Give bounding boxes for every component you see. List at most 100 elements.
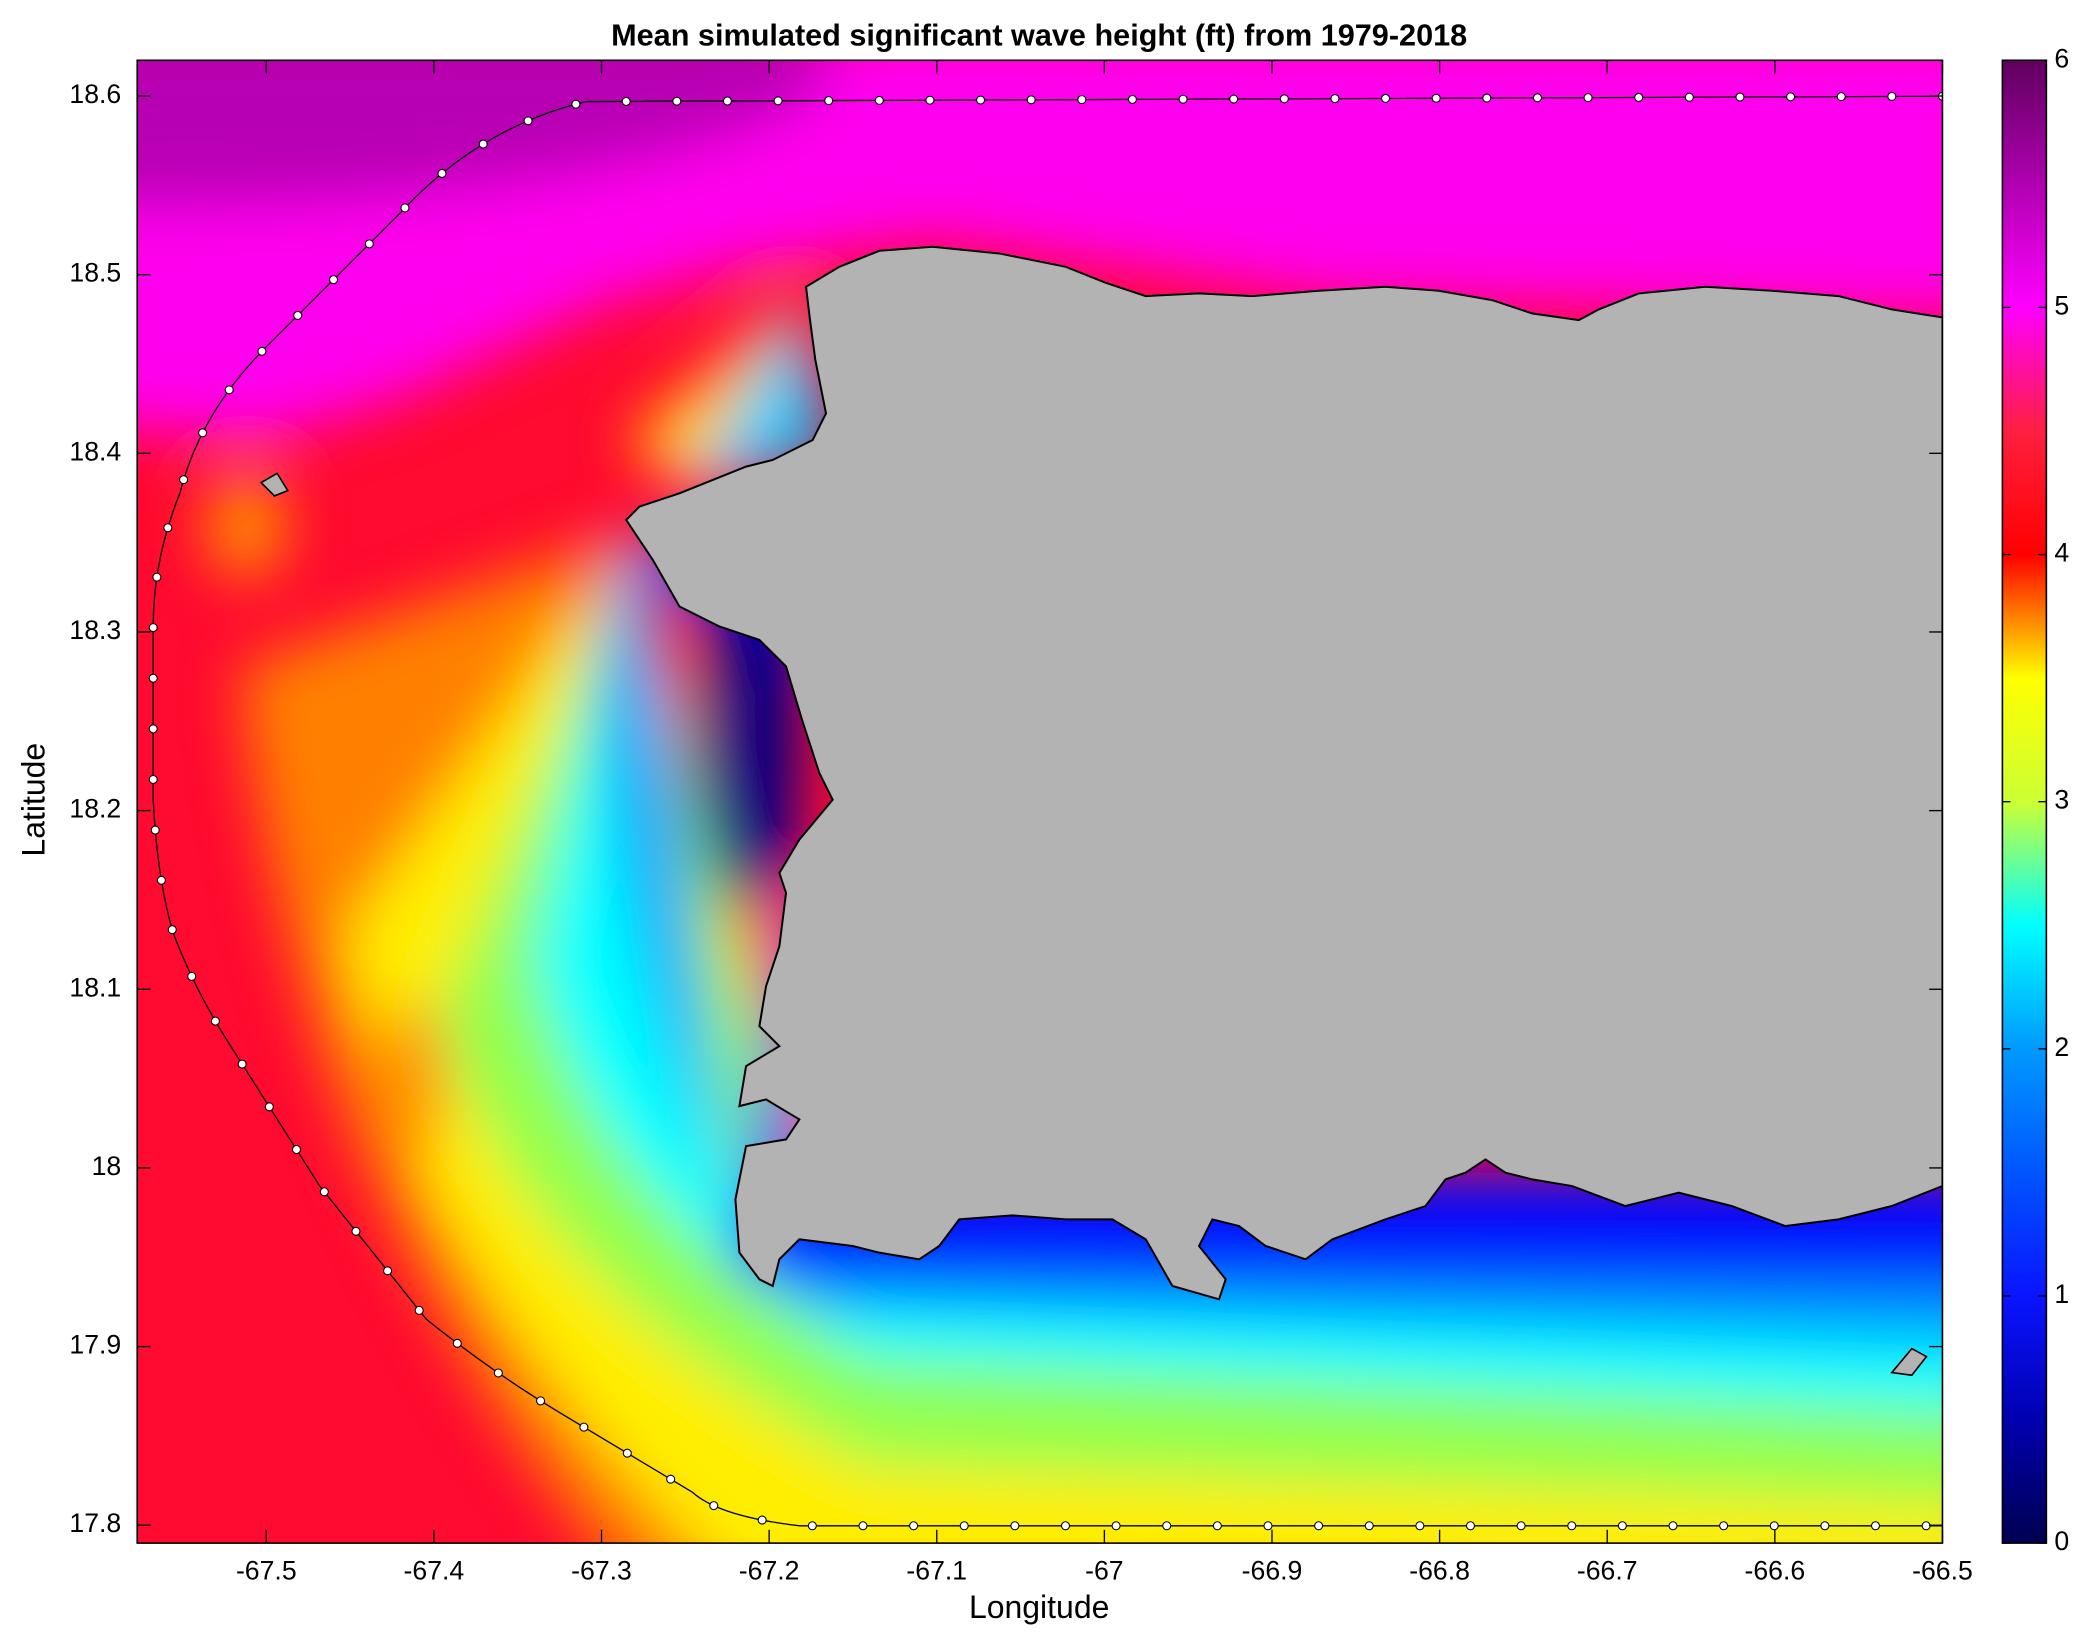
boundary-node [1212,1521,1222,1531]
boundary-node [1769,1521,1779,1531]
x-tick-label: -66.5 [1912,1555,1973,1585]
land [624,245,1943,1301]
boundary-node [1111,1521,1121,1531]
chart-title: Mean simulated significant wave height (… [611,19,1467,53]
boundary-node [150,825,160,835]
boundary-node [1415,1521,1425,1531]
boundary-node [1026,95,1036,105]
boundary-node [163,523,173,533]
boundary-node [224,385,234,395]
boundary-node [1010,1521,1020,1531]
boundary-node [1668,1521,1678,1531]
boundary-node [187,971,197,981]
boundary-node [621,96,631,106]
boundary-node [148,673,158,683]
boundary-node [773,96,783,106]
boundary-node [1263,1521,1273,1531]
x-tick-label: -67.4 [404,1555,465,1585]
y-tick-label: 17.9 [69,1330,121,1360]
boundary-node [1684,92,1694,102]
boundary-node [959,1521,969,1531]
boundary-node [1634,92,1644,102]
x-tick-label: -66.9 [1242,1555,1303,1585]
boundary-node [1887,91,1897,101]
y-tick-label: 18 [92,1151,122,1181]
boundary-node [1836,92,1846,102]
x-tick-label: -67.3 [571,1555,632,1585]
boundary-node [1532,93,1542,103]
boundary-node [328,275,339,285]
boundary-node [672,96,682,106]
colorbar-tick-label: 6 [2054,43,2069,73]
y-tick-label: 18.5 [69,258,121,288]
x-tick-label: -67.5 [236,1555,297,1585]
boundary-node [364,239,374,249]
boundary-node [257,346,267,356]
boundary-node [156,875,166,885]
boundary-node [1516,1521,1526,1531]
boundary-node [1330,94,1340,104]
boundary-node [579,1422,589,1432]
y-tick-label: 18.4 [69,436,121,466]
boundary-node [1431,93,1441,103]
boundary-node [858,1521,868,1531]
boundary-node [874,95,884,105]
x-tick-label: -67.1 [906,1555,967,1585]
boundary-node [452,1338,462,1348]
colorbar-tick-label: 2 [2054,1032,2069,1062]
boundary-node [1279,94,1289,104]
boundary-node [1077,95,1087,105]
boundary-node [148,724,158,734]
boundary-node [1482,93,1492,103]
x-tick-label: -66.7 [1577,1555,1638,1585]
boundary-node [757,1515,767,1525]
boundary-node [807,1521,817,1531]
boundary-node [1314,1521,1324,1531]
y-axis-label: Latitude [15,743,51,857]
boundary-node [1381,93,1391,103]
boundary-node [536,1396,546,1406]
boundary-node [1364,1521,1374,1531]
wave-field [137,60,1943,1544]
colorbar-tick-label: 5 [2054,290,2069,320]
boundary-node [1178,94,1188,104]
plot-frame [136,59,1944,1544]
y-tick-label: 18.2 [69,794,121,824]
boundary-node [1060,1521,1071,1531]
boundary-node [237,1059,247,1069]
x-tick-label: -67.2 [739,1555,800,1585]
boundary-node [152,572,162,582]
boundary-node [414,1305,424,1315]
colorbar-tick-label: 0 [2054,1526,2069,1556]
boundary-node [493,1368,503,1378]
boundary-node [319,1187,329,1197]
x-tick-label: -67 [1085,1555,1123,1585]
boundary-node [383,1266,393,1276]
boundary-node [478,139,488,149]
boundary-node [293,310,303,320]
boundary-node [925,95,935,105]
boundary-node [1567,1521,1577,1531]
boundary-node [210,1016,220,1026]
colorbar-tick-label: 1 [2054,1279,2069,1309]
boundary-node [523,116,533,126]
boundary-node [824,96,834,106]
boundary-node [1162,1521,1172,1531]
y-tick-label: 18.6 [69,79,121,109]
boundary-node [709,1501,719,1511]
colorbar-tick-label: 4 [2054,538,2069,568]
boundary-node [264,1102,274,1112]
boundary-node [1465,1521,1476,1531]
boundary-node [722,96,732,106]
boundary-node [1870,1521,1881,1531]
boundary-node [1921,1521,1931,1531]
island [259,472,289,497]
y-tick-label: 18.1 [69,972,121,1002]
boundary-node [571,99,581,109]
boundary-node [909,1521,919,1531]
colorbar-tick-label: 3 [2054,785,2069,815]
y-tick-label: 17.8 [69,1508,121,1538]
boundary-node [1735,92,1745,102]
boundary-node [148,774,158,785]
